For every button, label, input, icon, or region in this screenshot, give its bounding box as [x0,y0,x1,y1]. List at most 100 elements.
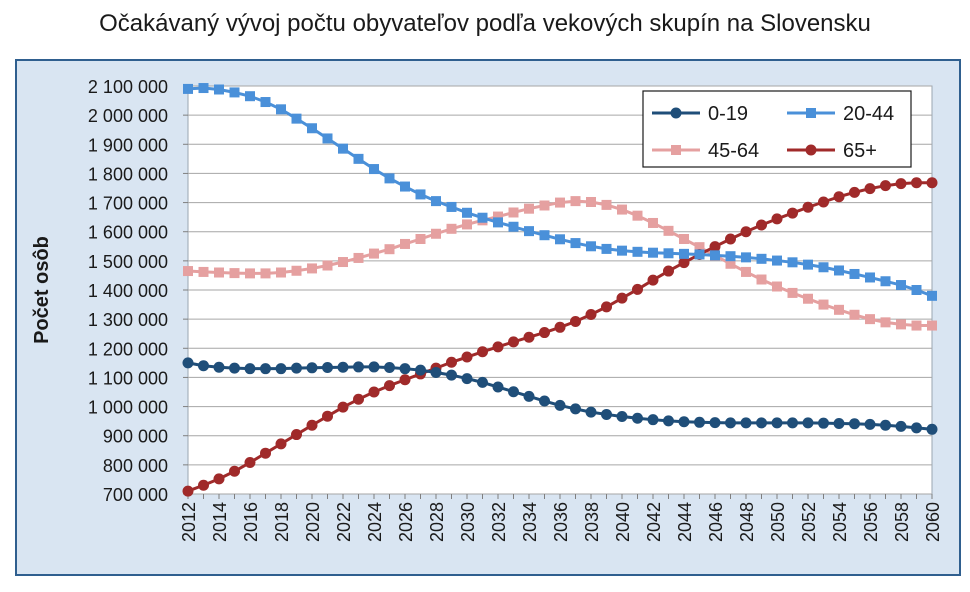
data-point [601,243,612,254]
data-point [865,272,875,283]
data-point [244,363,256,375]
data-point [369,248,379,259]
data-point [740,226,752,238]
x-tick-label: 2014 [210,502,230,542]
data-point [585,406,597,418]
data-point [880,419,891,431]
series-65+ [182,177,938,497]
data-point [431,228,441,239]
data-point [849,418,860,430]
x-tick-label: 2034 [520,502,540,542]
legend-item: 45-64 [652,140,759,162]
data-point [709,417,721,429]
data-point [679,248,689,259]
data-point [725,233,736,245]
data-point [927,290,937,301]
data-point [880,317,891,328]
data-point [260,268,271,279]
data-point [276,104,286,115]
x-tick-label: 2026 [396,502,416,542]
data-point [539,200,550,211]
data-point [400,181,410,192]
y-tick-label: 1 900 000 [88,135,168,155]
x-tick-label: 2028 [427,502,447,542]
data-point [586,196,596,207]
data-point [477,346,488,358]
data-point [493,217,503,228]
data-point [880,180,891,192]
x-tick-label: 2042 [644,502,664,542]
data-point [245,91,255,102]
data-point [353,252,364,263]
data-point [725,258,736,269]
data-point [772,281,782,292]
legend-label: 65+ [843,140,877,162]
data-point [926,177,938,189]
data-point [818,196,829,208]
data-point [694,242,705,253]
legend-marker [671,145,681,155]
data-point [462,207,472,218]
data-point [880,276,891,287]
data-point [896,319,906,330]
data-point [586,241,596,252]
data-point [554,399,566,411]
data-point [694,249,705,260]
data-point [523,390,535,402]
x-tick-label: 2050 [768,502,788,542]
data-point [245,268,255,279]
data-point [570,238,581,249]
data-point [322,410,333,422]
data-point [648,247,658,258]
data-point [214,84,224,95]
data-point [772,255,782,266]
y-tick-label: 1 100 000 [88,368,168,388]
legend-label: 20-44 [843,103,894,125]
data-point [555,234,565,245]
y-tick-label: 1 200 000 [88,339,168,359]
data-point [214,267,224,278]
data-point [570,403,581,415]
y-tick-label: 1 700 000 [88,194,168,214]
data-point [213,361,225,373]
x-tick-label: 2018 [272,502,292,542]
legend: 0-19 20-44 45-64 65+ [642,90,912,168]
x-tick-label: 2022 [334,502,354,542]
data-point [338,257,348,268]
data-point [291,113,302,124]
data-point [849,309,860,320]
data-point [275,363,287,375]
chart-title: Očakávaný vývoj počtu obyvateľov podľa v… [99,10,871,37]
y-tick-label: 700 000 [103,485,168,505]
data-point [834,265,844,276]
y-tick-label: 1 400 000 [88,281,168,301]
data-point [896,280,906,291]
data-point [927,320,937,331]
data-point [353,361,364,373]
data-point [461,373,473,385]
data-point [818,299,829,310]
y-tick-label: 2 000 000 [88,106,168,126]
data-point [926,423,938,435]
data-point [307,123,317,134]
y-tick-label: 800 000 [103,456,168,476]
data-point [787,257,798,268]
legend-marker [805,144,817,156]
data-point [570,196,581,207]
y-tick-label: 1 300 000 [88,310,168,330]
data-point [710,250,720,261]
data-point [911,320,922,331]
data-point [678,416,690,428]
data-point [663,248,674,259]
data-point [229,465,240,477]
data-point [647,274,659,286]
data-point [415,234,426,244]
data-point [384,362,395,374]
data-point [554,321,566,333]
y-tick-label: 1 800 000 [88,164,168,184]
data-point [865,314,875,325]
data-point [741,266,751,277]
data-point [864,418,876,430]
data-point [260,447,271,459]
data-point [477,212,488,223]
